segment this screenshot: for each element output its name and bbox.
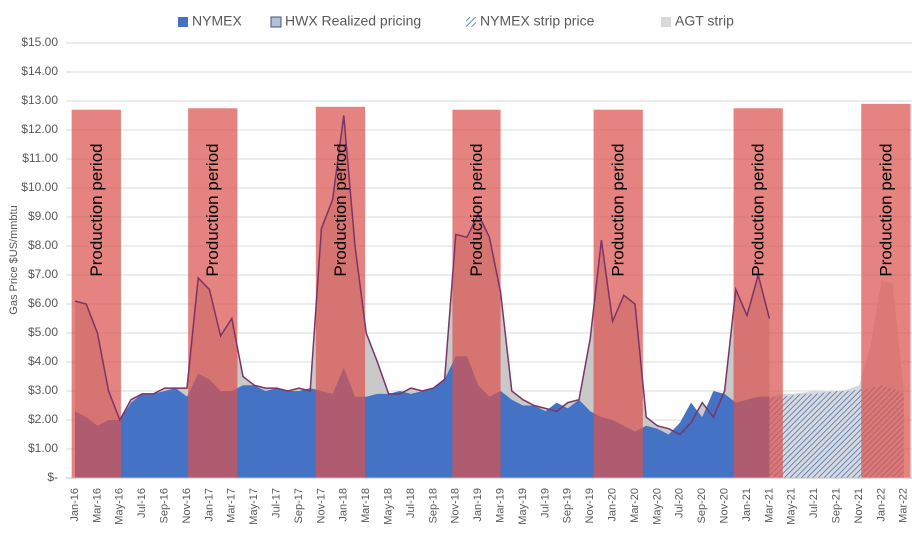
x-tick-label: Sep-17 bbox=[293, 488, 305, 523]
x-tick-label: May-18 bbox=[383, 488, 395, 525]
y-tick-label: $5.00 bbox=[28, 325, 58, 339]
x-tick-label: Mar-16 bbox=[91, 488, 103, 523]
annotation-label: Production period bbox=[331, 143, 350, 276]
x-tick-label: Mar-22 bbox=[898, 488, 910, 523]
x-tick-label: Jul-21 bbox=[808, 488, 820, 518]
x-tick-label: Mar-18 bbox=[360, 488, 372, 523]
x-tick-label: Jan-16 bbox=[69, 488, 81, 522]
x-tick-label: Jul-17 bbox=[271, 488, 283, 518]
legend-swatch bbox=[178, 17, 188, 27]
y-tick-label: $12.00 bbox=[21, 122, 58, 136]
x-tick-label: Mar-17 bbox=[226, 488, 238, 523]
x-tick-label: May-17 bbox=[248, 488, 260, 525]
legend-swatch bbox=[270, 16, 282, 28]
area bbox=[75, 356, 770, 478]
legend-swatch bbox=[466, 17, 476, 27]
annotation-label: Production period bbox=[749, 143, 768, 276]
x-tick-label: Sep-16 bbox=[159, 488, 171, 523]
legend-label: AGT strip bbox=[675, 13, 734, 29]
x-tick-label: May-21 bbox=[786, 488, 798, 525]
production-period bbox=[71, 109, 121, 478]
production-period bbox=[315, 106, 366, 479]
x-tick-label: Jan-22 bbox=[875, 488, 887, 522]
annotation-label: Production period bbox=[609, 143, 628, 276]
x-tick-label: Jan-20 bbox=[607, 488, 619, 522]
x-tick-label: Sep-18 bbox=[427, 488, 439, 523]
x-tick-label: Nov-17 bbox=[315, 488, 327, 523]
legend-label: HWX Realized pricing bbox=[285, 13, 421, 29]
x-tick-label: Jul-16 bbox=[136, 488, 148, 518]
x-tick-label: Sep-21 bbox=[831, 488, 843, 523]
line bbox=[74, 115, 771, 436]
y-tick-label: $9.00 bbox=[28, 209, 58, 223]
y-tick-label: $3.00 bbox=[28, 383, 58, 397]
annotation-label: Production period bbox=[876, 143, 895, 276]
y-tick-label: $14.00 bbox=[21, 64, 58, 78]
x-tick-label: Nov-20 bbox=[719, 488, 731, 523]
x-tick-label: May-16 bbox=[114, 488, 126, 525]
legend-label: NYMEX bbox=[192, 13, 242, 29]
x-tick-label: Sep-19 bbox=[562, 488, 574, 523]
y-tick-label: $2.00 bbox=[28, 412, 58, 426]
production-period bbox=[593, 109, 643, 478]
annotation-label: Production period bbox=[467, 143, 486, 276]
annotation-label: Production period bbox=[87, 143, 106, 276]
x-tick-label: Nov-18 bbox=[450, 488, 462, 523]
legend-item: NYMEX bbox=[178, 13, 242, 29]
production-period bbox=[861, 103, 911, 479]
legend-item: NYMEX strip price bbox=[466, 13, 595, 29]
annotation-label: Production period bbox=[203, 143, 222, 276]
y-tick-label: $13.00 bbox=[21, 93, 58, 107]
x-tick-label: Mar-19 bbox=[495, 488, 507, 523]
legend-label: NYMEX strip price bbox=[480, 13, 595, 29]
y-tick-label: $6.00 bbox=[28, 296, 58, 310]
y-axis-title: Gas Price $US/mmbtu bbox=[8, 205, 20, 314]
y-tick-label: $10.00 bbox=[21, 180, 58, 194]
x-tick-label: May-20 bbox=[651, 488, 663, 525]
x-tick-label: May-19 bbox=[517, 488, 529, 525]
y-tick-label: $15.00 bbox=[21, 35, 58, 49]
legend-item: HWX Realized pricing bbox=[270, 13, 421, 29]
production-period bbox=[452, 109, 501, 478]
x-tick-label: Jan-18 bbox=[338, 488, 350, 522]
x-tick-label: Jul-19 bbox=[539, 488, 551, 518]
production-period bbox=[733, 108, 783, 478]
x-tick-label: Jan-21 bbox=[741, 488, 753, 522]
x-tick-label: Mar-20 bbox=[629, 488, 641, 523]
y-tick-label: $- bbox=[47, 470, 58, 484]
x-tick-label: Jan-19 bbox=[472, 488, 484, 522]
legend-swatch bbox=[661, 17, 671, 27]
x-tick-label: Jul-20 bbox=[674, 488, 686, 518]
y-tick-label: $7.00 bbox=[28, 267, 58, 281]
x-tick-label: Nov-16 bbox=[181, 488, 193, 523]
x-tick-label: Nov-19 bbox=[584, 488, 596, 523]
y-tick-label: $1.00 bbox=[28, 441, 58, 455]
y-tick-label: $8.00 bbox=[28, 238, 58, 252]
y-tick-label: $11.00 bbox=[22, 151, 58, 165]
legend-item: AGT strip bbox=[661, 13, 734, 29]
x-tick-label: Nov-21 bbox=[853, 488, 865, 523]
x-tick-label: Jan-17 bbox=[203, 488, 215, 522]
x-tick-label: Sep-20 bbox=[696, 488, 708, 523]
y-tick-label: $4.00 bbox=[28, 354, 58, 368]
x-tick-label: Mar-21 bbox=[763, 488, 775, 523]
x-tick-label: Jul-18 bbox=[405, 488, 417, 518]
